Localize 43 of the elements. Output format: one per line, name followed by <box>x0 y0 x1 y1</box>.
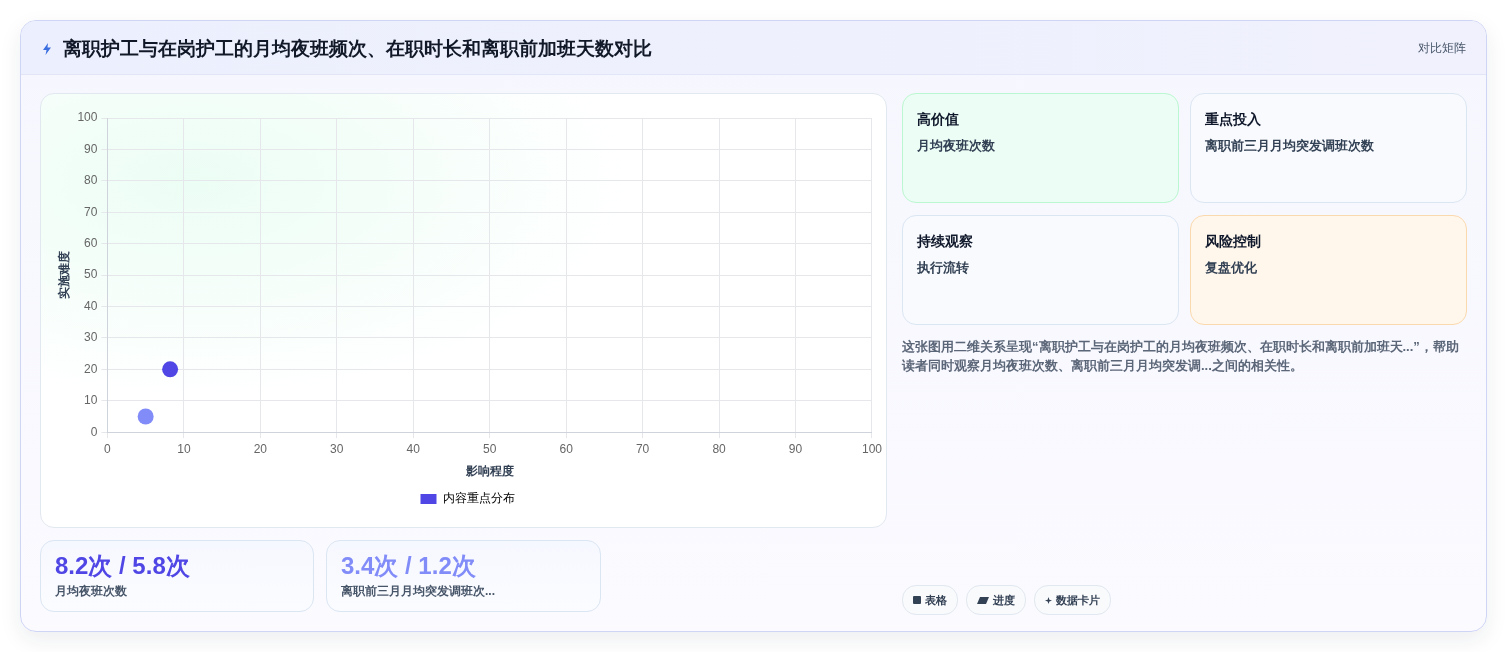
x-tick-label: 50 <box>483 441 497 456</box>
text: 持续观察 <box>917 232 974 250</box>
text: 重点投入 <box>1205 110 1262 128</box>
x-tick-label: 80 <box>712 441 727 456</box>
x-axis-title: 影响程度 <box>464 464 514 479</box>
y-tick-label: 80 <box>84 173 98 188</box>
x-tick-label: 100 <box>861 441 883 456</box>
text: 风险控制 <box>1205 232 1262 250</box>
y-tick-label: 30 <box>84 330 98 345</box>
x-tick-label: 40 <box>406 441 421 456</box>
text: 月均夜班次数 <box>55 583 128 599</box>
y-tick-label: 50 <box>84 267 98 282</box>
y-tick-label: 60 <box>84 235 98 250</box>
y-tick-label: 10 <box>84 393 98 408</box>
text: 对比矩阵 <box>1418 40 1466 57</box>
x-tick-label: 0 <box>104 441 112 456</box>
text: 执行流转 <box>917 259 970 277</box>
y-tick-label: 90 <box>84 141 98 156</box>
y-tick-label: 0 <box>90 424 98 439</box>
text: 8.2次 / 5.8次 <box>55 551 191 581</box>
text: 高价值 <box>917 110 960 128</box>
text: 这张图用二维关系呈现“离职护工与在岗护工的月均夜班频次、在职时长和离职前加班天...”，帮助读者同时观察月均夜班次数、离职前三月月均突发调...之间的相关性。 <box>902 338 1460 375</box>
text: 数据卡片 <box>1056 592 1100 608</box>
x-tick-label: 20 <box>253 441 268 456</box>
chart-title: 离职护工与在岗护工的月均夜班频次、在职时长和离职前加班天数对比 <box>63 37 652 61</box>
legend-label: 内容重点分布 <box>442 491 515 506</box>
x-tick-label: 70 <box>635 441 650 456</box>
x-tick-label: 10 <box>177 441 191 456</box>
text: 表格 <box>925 592 947 608</box>
y-tick-label: 70 <box>84 204 98 219</box>
text: 离职前三月月均突发调班次数 <box>1205 137 1375 155</box>
text: 离职前三月月均突发调班次... <box>341 583 496 599</box>
text: 复盘优化 <box>1205 259 1258 277</box>
text: 3.4次 / 1.2次 <box>341 551 477 581</box>
y-tick-label: 20 <box>84 361 98 376</box>
text: 进度 <box>993 592 1015 608</box>
text: 月均夜班次数 <box>917 137 996 155</box>
x-tick-label: 30 <box>330 441 344 456</box>
x-tick-label: 90 <box>788 441 803 456</box>
y-tick-label: 40 <box>84 298 98 313</box>
y-axis-title: 实施难度 <box>56 251 71 300</box>
y-tick-label: 100 <box>77 110 98 125</box>
x-tick-label: 60 <box>559 441 574 456</box>
